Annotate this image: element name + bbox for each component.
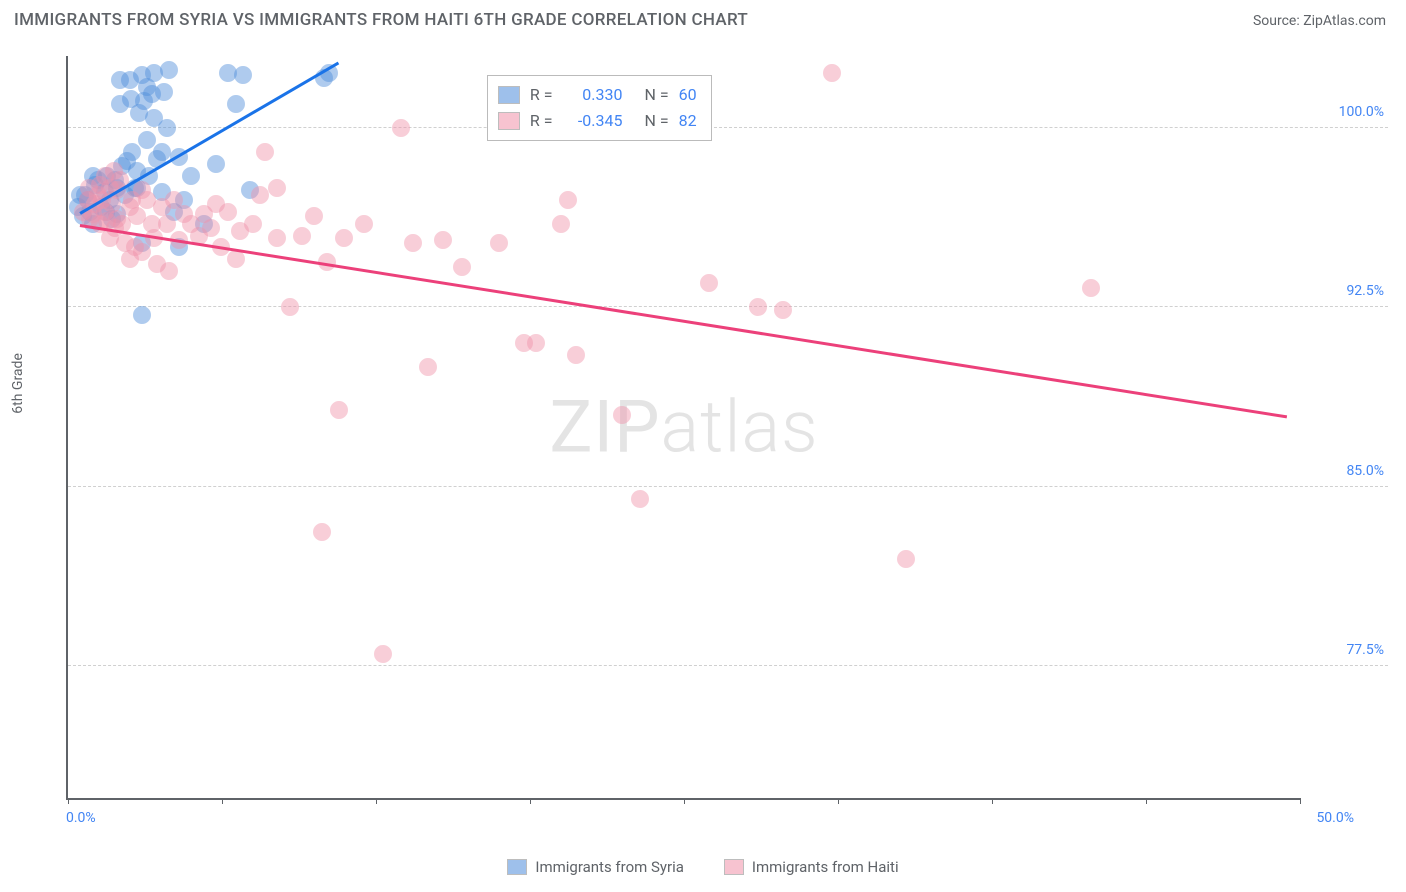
data-point	[281, 298, 299, 316]
watermark: ZIPatlas	[549, 385, 818, 470]
trend-line	[80, 224, 1288, 418]
data-point	[158, 215, 176, 233]
x-tick	[838, 798, 839, 804]
data-point	[160, 61, 178, 79]
data-point	[490, 234, 508, 252]
plot-region: ZIPatlas 77.5%85.0%92.5%100.0%R =0.330N …	[66, 56, 1300, 800]
legend-r-value: 0.330	[562, 85, 622, 104]
gridline	[68, 665, 1388, 666]
legend-label: Immigrants from Haiti	[752, 858, 899, 876]
legend-n-value: 82	[679, 111, 697, 130]
legend-row: R = -0.345 N = 82	[498, 108, 697, 134]
gridline	[68, 127, 1388, 128]
data-point	[268, 179, 286, 197]
data-point	[244, 215, 262, 233]
data-point	[158, 119, 176, 137]
stats-legend: R = 0.330 N = 60 R = -0.345 N = 82	[487, 75, 712, 141]
x-tick	[530, 798, 531, 804]
data-point	[419, 358, 437, 376]
data-point	[434, 231, 452, 249]
data-point	[700, 274, 718, 292]
legend-n-label: N =	[644, 85, 668, 104]
data-point	[749, 298, 767, 316]
x-axis-max-label: 50.0%	[1316, 810, 1354, 826]
y-tick-label: 92.5%	[1304, 283, 1384, 299]
chart-header: IMMIGRANTS FROM SYRIA VS IMMIGRANTS FROM…	[0, 0, 1406, 40]
data-point	[251, 186, 269, 204]
chart-source: Source: ZipAtlas.com	[1253, 13, 1386, 29]
x-tick	[684, 798, 685, 804]
data-point	[559, 191, 577, 209]
data-point	[305, 207, 323, 225]
data-point	[392, 119, 410, 137]
data-point	[823, 64, 841, 82]
x-tick	[1146, 798, 1147, 804]
data-point	[335, 229, 353, 247]
data-point	[1082, 279, 1100, 297]
data-point	[374, 645, 392, 663]
y-tick-label: 100.0%	[1304, 104, 1384, 120]
data-point	[202, 219, 220, 237]
legend-r-label: R =	[530, 111, 553, 130]
legend-swatch	[507, 859, 527, 875]
data-point	[774, 301, 792, 319]
x-tick	[68, 798, 69, 804]
chart-title: IMMIGRANTS FROM SYRIA VS IMMIGRANTS FROM…	[14, 10, 748, 30]
data-point	[219, 203, 237, 221]
bottom-legend-item: Immigrants from Haiti	[724, 858, 899, 876]
data-point	[182, 167, 200, 185]
data-point	[613, 406, 631, 424]
x-tick	[222, 798, 223, 804]
legend-n-label: N =	[644, 111, 668, 130]
data-point	[330, 401, 348, 419]
bottom-legend-item: Immigrants from Syria	[507, 858, 684, 876]
y-tick-label: 85.0%	[1304, 463, 1384, 479]
gridline	[68, 486, 1388, 487]
legend-r-value: -0.345	[562, 111, 622, 130]
legend-swatch	[724, 859, 744, 875]
gridline	[68, 306, 1388, 307]
data-point	[227, 250, 245, 268]
y-axis-label: 6th Grade	[10, 353, 26, 414]
data-point	[313, 523, 331, 541]
data-point	[123, 143, 141, 161]
data-point	[268, 229, 286, 247]
data-point	[234, 66, 252, 84]
data-point	[153, 143, 171, 161]
data-point	[453, 258, 471, 276]
legend-label: Immigrants from Syria	[535, 858, 684, 876]
data-point	[355, 215, 373, 233]
y-tick-label: 77.5%	[1304, 642, 1384, 658]
data-point	[552, 215, 570, 233]
legend-n-value: 60	[679, 85, 697, 104]
x-axis-min-label: 0.0%	[66, 810, 96, 826]
legend-r-label: R =	[530, 85, 553, 104]
data-point	[227, 95, 245, 113]
data-point	[160, 262, 178, 280]
data-point	[527, 334, 545, 352]
data-point	[631, 490, 649, 508]
legend-swatch	[498, 86, 520, 104]
data-point	[897, 550, 915, 568]
legend-row: R = 0.330 N = 60	[498, 82, 697, 108]
bottom-legend: Immigrants from Syria Immigrants from Hai…	[0, 858, 1406, 876]
data-point	[155, 83, 173, 101]
data-point	[207, 155, 225, 173]
x-tick	[1300, 798, 1301, 804]
x-tick	[992, 798, 993, 804]
data-point	[256, 143, 274, 161]
data-point	[567, 346, 585, 364]
legend-swatch	[498, 112, 520, 130]
data-point	[293, 227, 311, 245]
chart-area: 6th Grade ZIPatlas 77.5%85.0%92.5%100.0%…	[24, 40, 1390, 832]
data-point	[133, 306, 151, 324]
x-tick	[376, 798, 377, 804]
data-point	[404, 234, 422, 252]
